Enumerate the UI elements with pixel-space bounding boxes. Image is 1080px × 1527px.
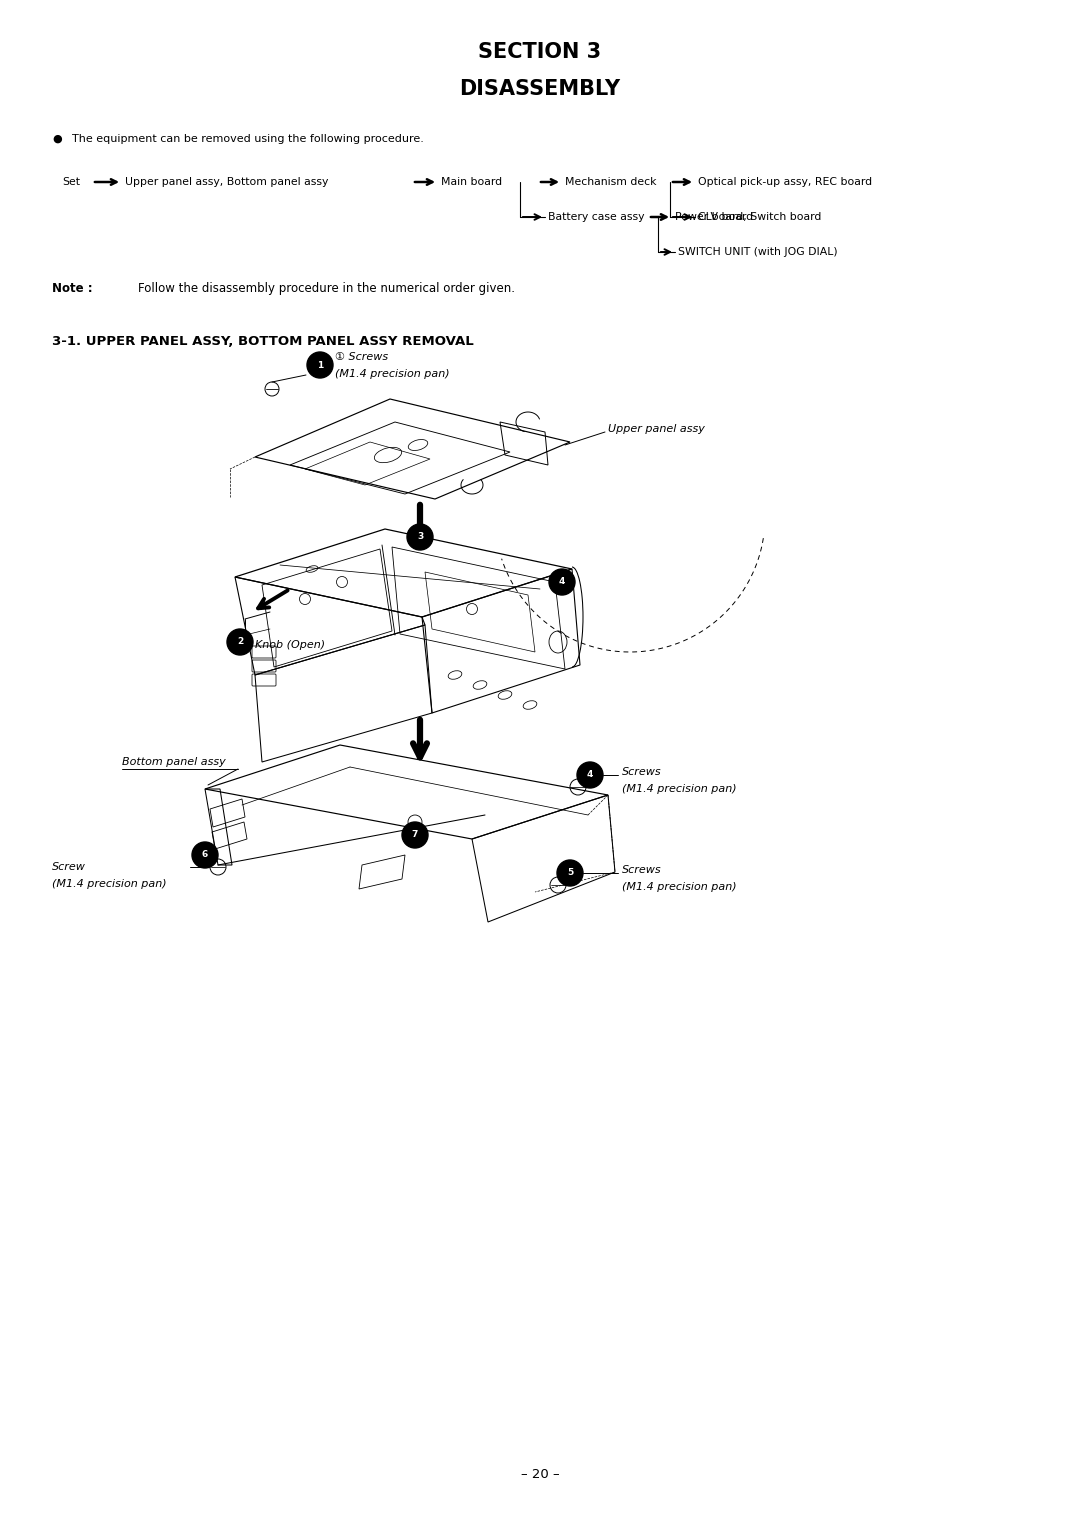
- Circle shape: [557, 860, 583, 886]
- Text: Set: Set: [62, 177, 80, 186]
- Text: Optical pick-up assy, REC board: Optical pick-up assy, REC board: [698, 177, 873, 186]
- Text: Mechanism deck: Mechanism deck: [565, 177, 657, 186]
- Text: ●: ●: [52, 134, 62, 144]
- Text: SECTION 3: SECTION 3: [478, 43, 602, 63]
- Text: Battery case assy: Battery case assy: [548, 212, 645, 221]
- Text: 6: 6: [202, 851, 208, 860]
- Text: 5: 5: [567, 869, 573, 878]
- Text: Power board, Switch board: Power board, Switch board: [675, 212, 822, 221]
- Text: (M1.4 precision pan): (M1.4 precision pan): [52, 880, 166, 889]
- Circle shape: [577, 762, 603, 788]
- Text: Screws: Screws: [622, 864, 662, 875]
- Text: (M1.4 precision pan): (M1.4 precision pan): [622, 883, 737, 892]
- Circle shape: [407, 524, 433, 550]
- Text: – 20 –: – 20 –: [521, 1469, 559, 1481]
- Text: Follow the disassembly procedure in the numerical order given.: Follow the disassembly procedure in the …: [138, 282, 515, 296]
- Text: Upper panel assy: Upper panel assy: [608, 425, 705, 434]
- Text: 3: 3: [417, 533, 423, 542]
- Text: Note :: Note :: [52, 282, 93, 296]
- Text: Screw: Screw: [52, 863, 86, 872]
- Circle shape: [307, 353, 333, 379]
- Text: 4: 4: [558, 577, 565, 586]
- Text: (M1.4 precision pan): (M1.4 precision pan): [622, 783, 737, 794]
- Text: CLV board: CLV board: [698, 212, 753, 221]
- Text: 7: 7: [411, 831, 418, 840]
- Text: DISASSEMBLY: DISASSEMBLY: [459, 79, 621, 99]
- Text: Bottom panel assy: Bottom panel assy: [122, 757, 226, 767]
- Text: SWITCH UNIT (with JOG DIAL): SWITCH UNIT (with JOG DIAL): [678, 247, 838, 257]
- Text: Main board: Main board: [441, 177, 502, 186]
- Text: Upper panel assy, Bottom panel assy: Upper panel assy, Bottom panel assy: [125, 177, 328, 186]
- Text: 4: 4: [586, 771, 593, 779]
- Text: 1: 1: [316, 360, 323, 370]
- Text: ① Screws: ① Screws: [335, 353, 388, 362]
- Text: 2: 2: [237, 637, 243, 646]
- Circle shape: [402, 822, 428, 847]
- Circle shape: [227, 629, 253, 655]
- Text: The equipment can be removed using the following procedure.: The equipment can be removed using the f…: [72, 134, 423, 144]
- Text: (M1.4 precision pan): (M1.4 precision pan): [335, 370, 449, 379]
- Circle shape: [549, 570, 575, 596]
- Text: 3-1. UPPER PANEL ASSY, BOTTOM PANEL ASSY REMOVAL: 3-1. UPPER PANEL ASSY, BOTTOM PANEL ASSY…: [52, 336, 474, 348]
- Text: Screws: Screws: [622, 767, 662, 777]
- Circle shape: [192, 841, 218, 867]
- Text: Knob (Open): Knob (Open): [255, 640, 325, 651]
